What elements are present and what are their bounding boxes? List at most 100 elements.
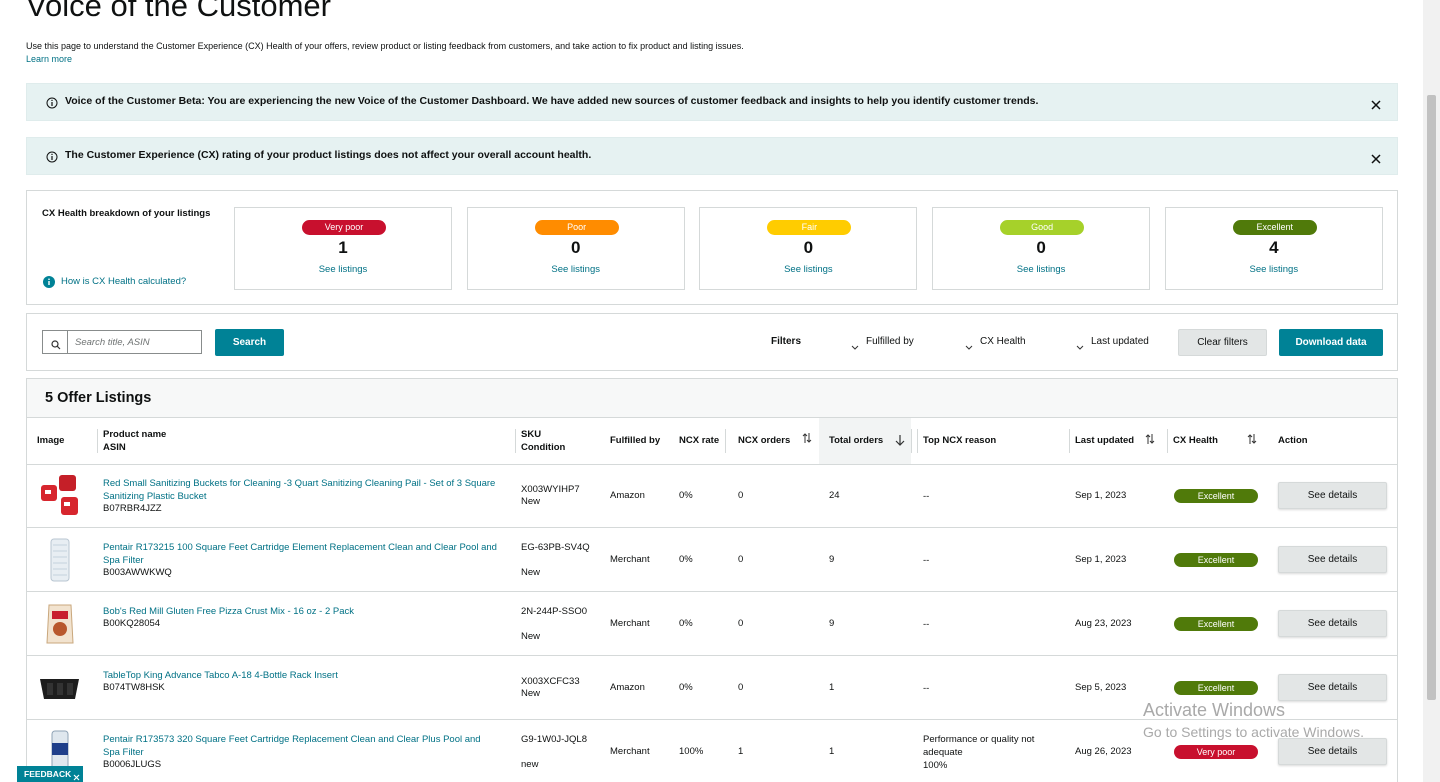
see-listings[interactable]: See listings <box>1249 264 1299 275</box>
filter-dropdown[interactable]: Last updated <box>1091 336 1149 347</box>
search-icon <box>51 337 61 355</box>
sort-icon[interactable] <box>802 431 812 449</box>
product-name[interactable]: Pentair R173573 320 Square Feet Cartridg… <box>103 734 481 758</box>
column-header: Product name <box>103 429 167 440</box>
clear-filters[interactable]: Clear filters <box>1178 329 1267 356</box>
see-details[interactable]: See details <box>1278 546 1387 573</box>
asin: B07RBR4JZZ <box>103 503 162 514</box>
feedback-close[interactable] <box>73 770 80 782</box>
scrollbar[interactable] <box>1423 0 1440 782</box>
info-icon <box>46 96 58 114</box>
download-data[interactable]: Download data <box>1279 329 1383 356</box>
column-header: Condition <box>521 442 566 453</box>
see-listings[interactable]: See listings <box>1016 264 1066 275</box>
cx-badge: Fair <box>767 220 852 235</box>
see-listings[interactable]: See listings <box>551 264 600 275</box>
fulfilled-by: Merchant <box>610 618 650 629</box>
see-details[interactable]: See details <box>1278 738 1387 765</box>
product-name[interactable]: TableTop King Advance Tabco A-18 4-Bottl… <box>103 670 338 681</box>
header-row <box>27 418 1397 465</box>
cx-badge: Good <box>1000 220 1085 235</box>
column-header: Action <box>1278 435 1308 446</box>
scroll-thumb[interactable] <box>1427 95 1436 700</box>
column-divider <box>911 429 912 453</box>
asin: B00KQ28054 <box>103 618 161 629</box>
asin: B074TW8HSK <box>103 682 165 693</box>
product-image <box>37 473 83 524</box>
ncx-orders: 1 <box>738 746 744 757</box>
cx-health-badge: Excellent <box>1174 553 1258 567</box>
condition: new <box>521 758 539 770</box>
cx-health-help[interactable]: How is CX Health calculated? <box>61 276 187 287</box>
cx-count: 4 <box>1269 238 1279 257</box>
alert: The Customer Experience (CX) rating of y… <box>26 137 1398 175</box>
sort-desc-icon[interactable] <box>895 433 905 451</box>
cx-health-card: Poor 0 See listings <box>466 207 685 290</box>
column-header[interactable]: NCX orders <box>738 435 791 446</box>
sorted-col-bg <box>819 418 911 464</box>
product-name[interactable]: Red Small Sanitizing Buckets for Cleanin… <box>103 478 496 502</box>
fulfilled-by: Merchant <box>610 554 650 565</box>
column-header[interactable]: Last updated <box>1075 435 1135 446</box>
close-button[interactable] <box>1371 97 1381 115</box>
see-listings[interactable]: See listings <box>784 264 833 275</box>
sku: EG-63PB-SV4Q <box>521 541 590 553</box>
ncx-orders: 0 <box>738 618 744 629</box>
toolbar: Search title, ASIN Search Filters Fulfilled… <box>26 313 1398 371</box>
help-icon <box>43 275 55 293</box>
condition: New <box>521 630 541 642</box>
search-placeholder[interactable]: Search title, ASIN <box>75 337 150 348</box>
table-row <box>27 528 1397 592</box>
activate-windows-title: Activate Windows <box>1143 700 1286 720</box>
see-details[interactable]: See details <box>1278 610 1387 637</box>
last-updated: Sep 1, 2023 <box>1075 554 1127 565</box>
filter-chevron[interactable] <box>851 338 859 356</box>
product-name[interactable]: Bob's Red Mill Gluten Free Pizza Crust M… <box>103 606 355 617</box>
condition: New <box>521 566 541 578</box>
sku: 2N-244P-SSO0 <box>521 605 588 617</box>
filter-chevron[interactable] <box>965 338 973 356</box>
cx-badge: Very poor <box>302 220 386 235</box>
learn-more[interactable]: Learn more <box>26 54 73 64</box>
top-ncx-reason: 100% <box>923 760 948 771</box>
column-header: SKU <box>521 429 542 440</box>
filter-dropdown[interactable]: CX Health <box>980 336 1026 347</box>
last-updated: Aug 26, 2023 <box>1075 746 1132 757</box>
search-box: Search title, ASIN <box>42 330 202 354</box>
activate-windows-subtitle: Go to Settings to activate Windows. <box>1143 724 1364 740</box>
sort-icon[interactable] <box>1247 432 1257 450</box>
top-ncx-reason: -- <box>923 683 930 694</box>
filter-dropdown[interactable]: Fulfilled by <box>866 336 914 347</box>
product-name[interactable]: Pentair R173215 100 Square Feet Cartridg… <box>103 542 497 566</box>
column-header[interactable]: Total orders <box>829 435 884 446</box>
see-details[interactable]: See details <box>1278 482 1387 509</box>
cx-count: 0 <box>803 238 814 257</box>
top-ncx-reason: -- <box>923 619 930 630</box>
sku: X003WYIHP7 <box>521 484 580 495</box>
sort-icon[interactable] <box>1145 432 1155 450</box>
column-header[interactable]: CX Health <box>1173 435 1218 446</box>
search-button[interactable]: Search <box>215 329 284 356</box>
see-listings[interactable]: See listings <box>318 264 368 275</box>
column-header: ASIN <box>103 442 126 453</box>
asin: B0006JLUGS <box>103 759 162 770</box>
feedback-tab[interactable]: FEEDBACK <box>17 766 83 782</box>
fulfilled-by: Amazon <box>610 682 645 693</box>
see-details[interactable]: See details <box>1278 674 1387 701</box>
ncx-rate: 0% <box>679 490 693 501</box>
product-image <box>37 537 83 588</box>
table-row <box>27 592 1397 656</box>
cx-health-card: Very poor 1 See listings <box>234 207 452 290</box>
description: Use this page to understand the Customer… <box>26 41 744 51</box>
feedback-label[interactable]: FEEDBACK <box>24 769 72 779</box>
cx-count: 1 <box>338 238 348 257</box>
filter-chevron[interactable] <box>1076 338 1084 356</box>
close-button[interactable] <box>1371 151 1381 169</box>
column-header: Top NCX reason <box>923 435 997 446</box>
fulfilled-by: Amazon <box>610 490 645 501</box>
fulfilled-by: Merchant <box>610 746 650 757</box>
last-updated: Sep 1, 2023 <box>1075 490 1127 501</box>
cx-health-title: CX Health breakdown of your listings <box>42 208 211 219</box>
condition: New <box>521 688 541 699</box>
